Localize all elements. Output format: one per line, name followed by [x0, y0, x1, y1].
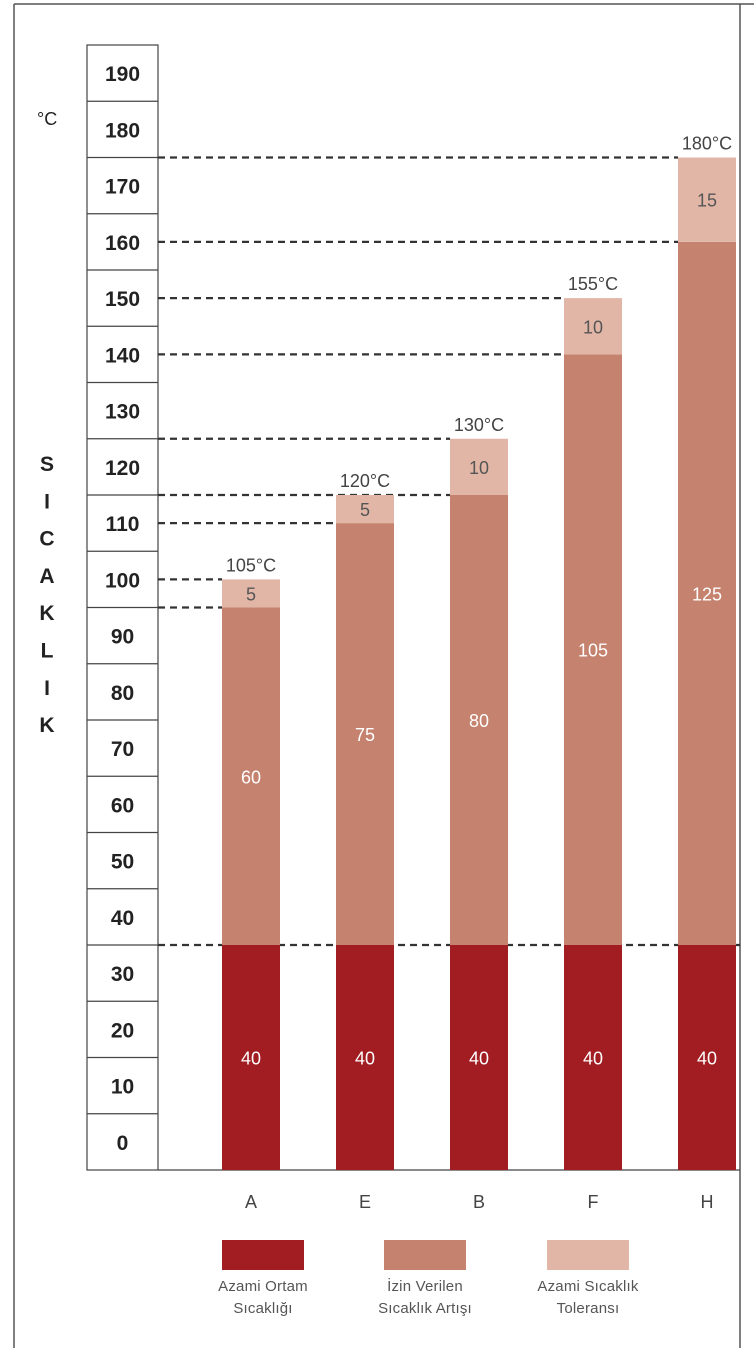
bar-value-label: 10	[583, 317, 603, 337]
y-tick-label: 90	[111, 626, 134, 649]
bar-segment	[564, 354, 622, 945]
bar-value-label: 10	[469, 458, 489, 478]
y-axis-label-letter: I	[44, 677, 50, 700]
bar-value-label: 5	[360, 500, 370, 520]
y-tick-label: 190	[105, 63, 140, 86]
bar-value-label: 60	[241, 767, 261, 787]
legend-item-ambient: Azami Ortam Sıcaklığı	[183, 1240, 343, 1320]
y-tick-label: 120	[105, 457, 140, 480]
bar-total-label: 180°C	[682, 134, 732, 154]
legend-label-rise: İzin Verilen Sıcaklık Artışı	[378, 1278, 472, 1317]
legend-label-tolerance: Azami Sıcaklık Toleransı	[537, 1278, 639, 1317]
x-tick-label: E	[359, 1192, 371, 1212]
bar-segment	[336, 495, 394, 524]
y-tick-label: 30	[111, 963, 134, 986]
x-tick-label: F	[588, 1192, 599, 1212]
y-tick-label: 10	[111, 1076, 134, 1099]
bar-total-label: 155°C	[568, 274, 618, 294]
y-tick-label: 40	[111, 907, 134, 930]
bar-value-label: 75	[355, 725, 375, 745]
bar-value-label: 125	[692, 584, 722, 604]
x-tick-label: B	[473, 1192, 485, 1212]
bar-value-label: 5	[246, 584, 256, 604]
bar-value-label: 40	[583, 1049, 603, 1069]
bar-segment	[222, 579, 280, 608]
y-axis-label-letter: K	[39, 602, 54, 625]
bar-segment	[678, 945, 736, 1170]
bar-total-label: 130°C	[454, 415, 504, 435]
bar-segment	[678, 241, 736, 945]
bar-total-label: 120°C	[340, 471, 390, 491]
bar-segment	[450, 945, 508, 1170]
bar-value-label: 15	[697, 191, 717, 211]
y-tick-label: 110	[106, 513, 140, 536]
y-tick-label: 50	[111, 851, 134, 874]
bar-value-label: 40	[241, 1049, 261, 1069]
bar-segment	[450, 438, 508, 495]
y-axis-label-letter: S	[40, 453, 54, 476]
y-axis-label-letter: K	[39, 714, 54, 737]
y-axis-label-letter: C	[39, 528, 54, 551]
bar-value-label: 80	[469, 711, 489, 731]
bar-segment	[336, 945, 394, 1170]
bar-segment	[450, 495, 508, 945]
bar-segment	[222, 945, 280, 1170]
bar-segment	[678, 157, 736, 242]
y-tick-label: 180	[105, 119, 140, 142]
legend-swatch-tolerance	[547, 1240, 629, 1270]
bar-segment	[564, 945, 622, 1170]
y-tick-label: 170	[105, 176, 140, 199]
legend-swatch-rise	[384, 1240, 466, 1270]
y-tick-label: 60	[111, 794, 134, 817]
y-axis-label-letter: A	[39, 565, 54, 588]
y-tick-label: 20	[111, 1019, 134, 1042]
y-tick-label: 150	[105, 288, 140, 311]
y-tick-label: 100	[105, 569, 140, 592]
legend-label-ambient: Azami Ortam Sıcaklığı	[218, 1278, 308, 1317]
x-tick-label: A	[245, 1192, 257, 1212]
bar-segment	[564, 298, 622, 355]
legend: Azami Ortam Sıcaklığı İzin Verilen Sıcak…	[0, 1240, 754, 1340]
y-axis-label-letter: I	[44, 490, 50, 513]
y-tick-label: 130	[105, 401, 140, 424]
bar-value-label: 105	[578, 641, 608, 661]
y-tick-label: 0	[117, 1132, 129, 1155]
legend-swatch-ambient	[222, 1240, 304, 1270]
legend-item-rise: İzin Verilen Sıcaklık Artışı	[345, 1240, 505, 1320]
y-tick-label: 140	[105, 344, 140, 367]
bar-value-label: 40	[469, 1049, 489, 1069]
legend-item-tolerance: Azami Sıcaklık Toleransı	[508, 1240, 668, 1320]
bar-segment	[336, 523, 394, 945]
x-tick-label: H	[701, 1192, 714, 1212]
unit-label: °C	[37, 109, 57, 129]
bar-segment	[222, 607, 280, 945]
y-axis-label-letter: L	[41, 640, 54, 663]
y-tick-label: 160	[105, 232, 140, 255]
y-tick-label: 80	[111, 682, 134, 705]
bar-value-label: 40	[355, 1049, 375, 1069]
y-tick-label: 70	[111, 738, 134, 761]
bar-total-label: 105°C	[226, 555, 276, 575]
bar-value-label: 40	[697, 1049, 717, 1069]
